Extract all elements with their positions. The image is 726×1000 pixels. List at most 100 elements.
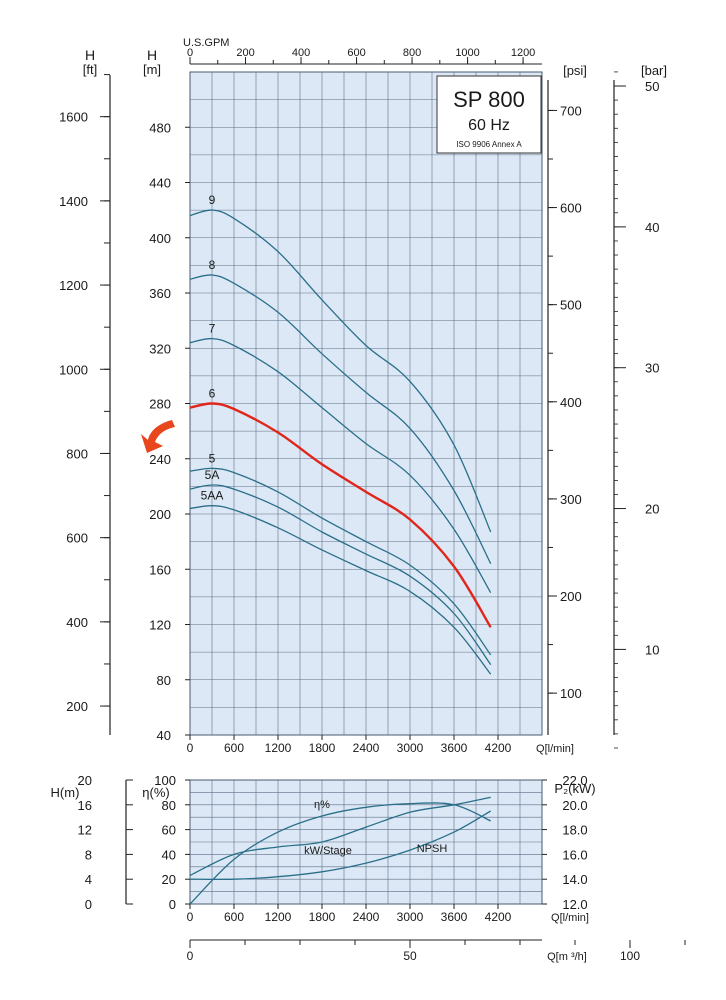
bar-tick-label: 40 xyxy=(645,220,659,235)
head-curve-5a xyxy=(190,484,492,665)
psi-tick-label: 300 xyxy=(560,492,582,507)
hm-tick-label: 240 xyxy=(149,452,171,467)
eff-tick-label: 40 xyxy=(162,847,176,862)
curve-label-5aa: 5AA xyxy=(201,489,224,503)
head-grid xyxy=(190,72,542,735)
psi-tick-label: 200 xyxy=(560,589,582,604)
hft-tick-label: 1200 xyxy=(59,278,88,293)
x-tick-label: 600 xyxy=(224,741,244,755)
hm-tick-label: 80 xyxy=(157,673,171,688)
npsh-tick-label: 20 xyxy=(78,773,92,788)
x-tick-label: 3600 xyxy=(441,741,468,755)
x-tick-label: 0 xyxy=(187,741,194,755)
efficiency-curves xyxy=(190,796,492,904)
x2-tick-label: 1200 xyxy=(265,910,292,924)
curve-labels: 9 8 7 6 5 5A 5AA η% kW/Stage NPSH xyxy=(201,193,448,857)
x-tick-label: 1800 xyxy=(309,741,336,755)
p2-tick-label: 16.0 xyxy=(562,847,587,862)
p2-tick-label: 12.0 xyxy=(562,897,587,912)
hft-tick-label: 1600 xyxy=(59,110,88,125)
hft-tick-label: 200 xyxy=(66,699,88,714)
x2-tick-label: 4200 xyxy=(485,910,512,924)
model-info-box: SP 800 60 Hz ISO 9906 Annex A xyxy=(436,75,542,154)
hm-tick-label: 160 xyxy=(149,562,171,577)
usgpm-tick-label: 0 xyxy=(187,47,193,59)
x-tick-label: 4200 xyxy=(485,741,512,755)
eff-tick-label: 20 xyxy=(162,872,176,887)
perf-label-npsh: NPSH xyxy=(417,843,448,855)
npsh-tick-label: 12 xyxy=(78,823,92,838)
usgpm-tick-label: 600 xyxy=(347,47,365,59)
psi-tick-label: 100 xyxy=(560,686,582,701)
eff-tick-label: 0 xyxy=(169,897,176,912)
npsh-tick-label: 4 xyxy=(85,872,92,887)
head-curve-8 xyxy=(190,274,492,564)
perf-curve-kwstage xyxy=(190,796,491,877)
psi-tick-label: 500 xyxy=(560,298,582,313)
p2-tick-label: 20.0 xyxy=(562,798,587,813)
eff-tick-label: 100 xyxy=(154,773,176,788)
x-tick-label: 3000 xyxy=(397,741,424,755)
bar-tick-label: 10 xyxy=(645,642,659,657)
frequency-label: 60 Hz xyxy=(468,117,510,134)
qm3h-axis-unit: Q[m ³/h] xyxy=(547,951,587,963)
perf-curve-npsh xyxy=(190,810,492,881)
hm-tick-label: 200 xyxy=(149,507,171,522)
bar-axis-unit: [bar] xyxy=(641,63,667,78)
npsh-tick-label: 0 xyxy=(85,897,92,912)
qm3h-tick-label: 0 xyxy=(187,949,194,963)
x2-tick-label: 3600 xyxy=(441,910,468,924)
hm-tick-label: 120 xyxy=(149,618,171,633)
usgpm-tick-label: 800 xyxy=(403,47,421,59)
x-tick-label: 2400 xyxy=(353,741,380,755)
usgpm-tick-label: 400 xyxy=(292,47,310,59)
hft-tick-label: 600 xyxy=(66,531,88,546)
head-curve-9 xyxy=(190,209,492,533)
hft-axis-title: H xyxy=(85,47,95,63)
hm-axis-title: H xyxy=(147,47,157,63)
model-name: SP 800 xyxy=(453,87,525,112)
hm-tick-label: 320 xyxy=(149,341,171,356)
hft-axis-unit: [ft] xyxy=(83,62,97,77)
x2-tick-label: 1800 xyxy=(309,910,336,924)
p2-axis-unit: P₂(kW) xyxy=(554,781,595,796)
eff-tick-label: 60 xyxy=(162,823,176,838)
efficiency-grid xyxy=(190,780,542,904)
usgpm-tick-label: 200 xyxy=(236,47,254,59)
p2-tick-label: 14.0 xyxy=(562,872,587,887)
psi-axis-unit: [psi] xyxy=(563,63,587,78)
head-curves xyxy=(190,209,492,675)
axes: 0 600 1200 1800 2400 3000 3600 4200 Q[l/min]0 200… xyxy=(51,37,686,963)
curve-label-5: 5 xyxy=(209,451,216,465)
hm-tick-label: 480 xyxy=(149,120,171,135)
head-curve-7 xyxy=(190,337,492,594)
psi-tick-label: 700 xyxy=(560,103,582,118)
npsh-tick-label: 8 xyxy=(85,847,92,862)
hm-axis-unit: [m] xyxy=(143,62,161,77)
x2-axis-unit: Q[l/min] xyxy=(551,912,589,924)
head-curve-5aa xyxy=(190,505,492,675)
bar-tick-label: 50 xyxy=(645,79,659,94)
hm-tick-label: 40 xyxy=(157,728,171,743)
eff-tick-label: 80 xyxy=(162,798,176,813)
psi-tick-label: 600 xyxy=(560,201,582,216)
usgpm-unit: U.S.GPM xyxy=(183,37,229,49)
curve-label-8: 8 xyxy=(209,258,216,272)
npsh-tick-label: 16 xyxy=(78,798,92,813)
psi-tick-label: 400 xyxy=(560,395,582,410)
perf-label-efficiency: η% xyxy=(314,799,330,811)
hft-tick-label: 1400 xyxy=(59,194,88,209)
curve-label-5a: 5A xyxy=(205,468,220,482)
curve-label-7: 7 xyxy=(209,322,216,336)
p2-tick-label: 18.0 xyxy=(562,823,587,838)
eff-axis-unit: η(%) xyxy=(142,785,169,800)
hft-tick-label: 1000 xyxy=(59,362,88,377)
curve-label-6: 6 xyxy=(209,387,216,401)
npsh-axis-unit: H(m) xyxy=(51,785,80,800)
x-tick-label: 1200 xyxy=(265,741,292,755)
x2-tick-label: 3000 xyxy=(397,910,424,924)
highlight-arrow-icon xyxy=(141,420,175,453)
head-curve-5 xyxy=(190,467,492,656)
